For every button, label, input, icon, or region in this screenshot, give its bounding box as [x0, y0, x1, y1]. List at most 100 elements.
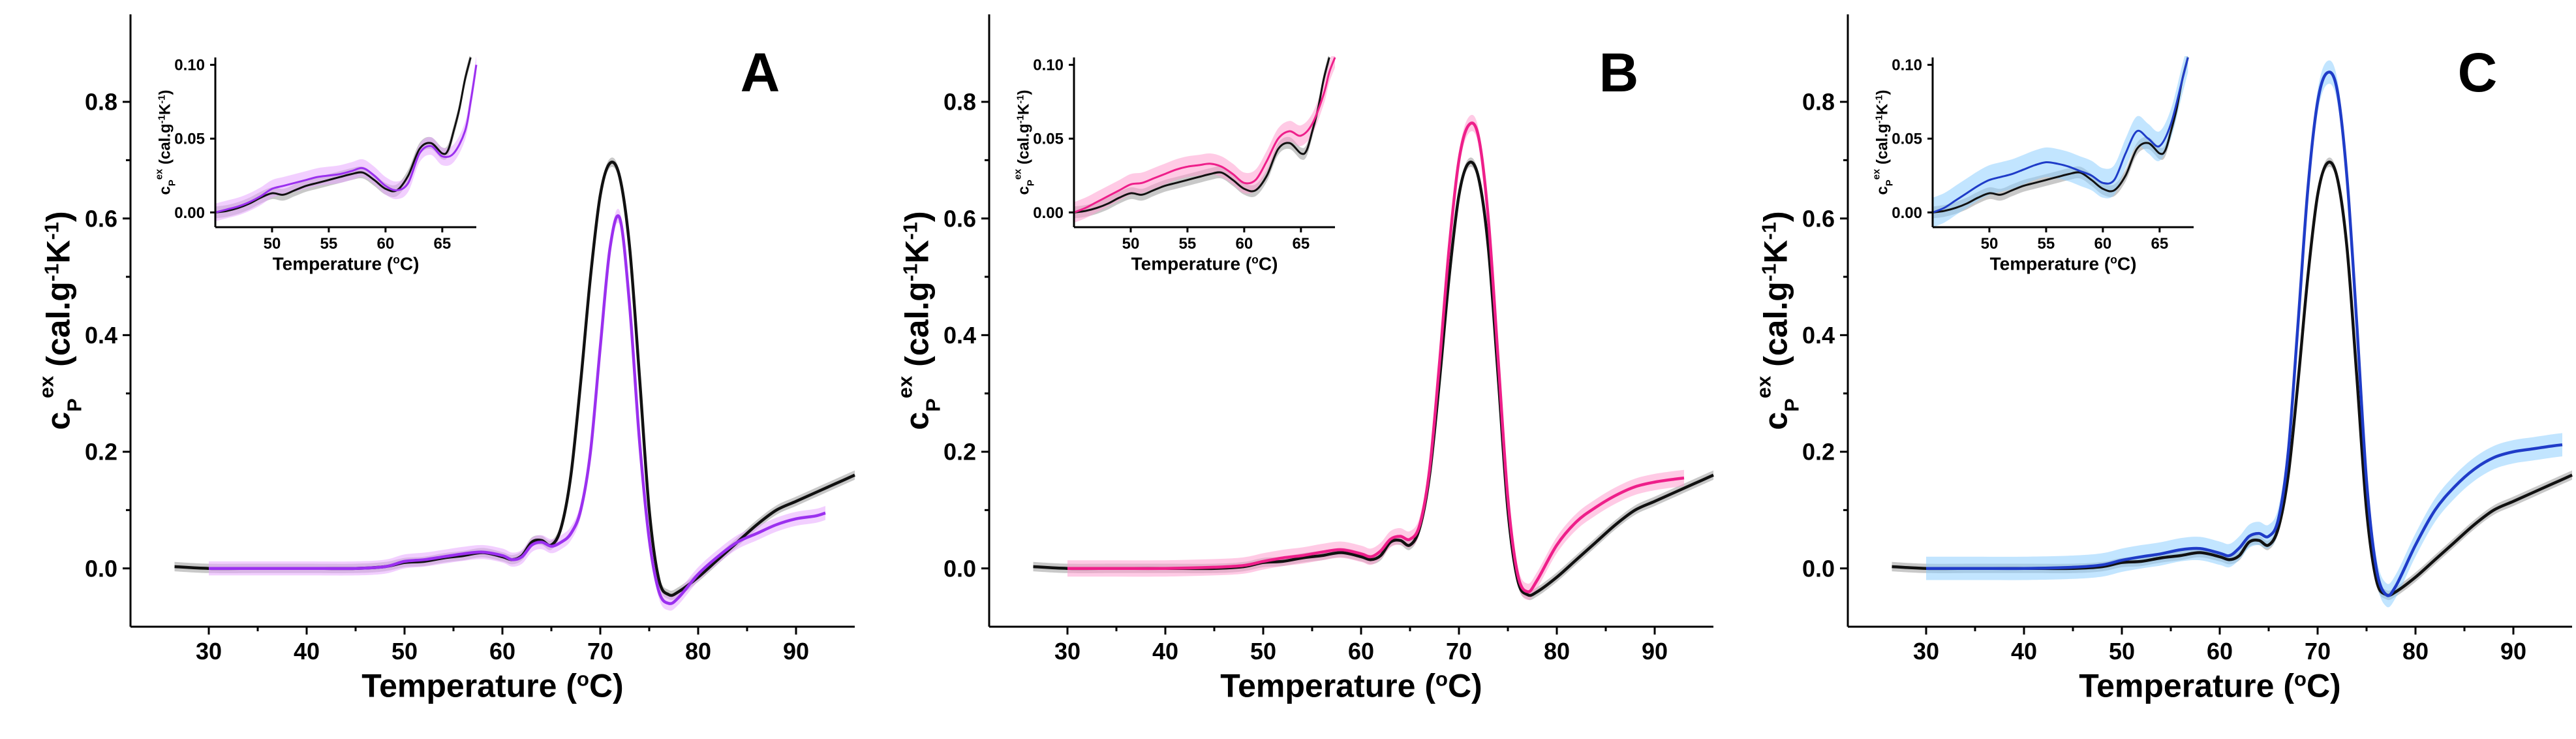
- plot-area: [1033, 114, 1714, 601]
- y-tick-label: 0.0: [85, 555, 117, 582]
- plot-area: [1892, 60, 2573, 608]
- confidence-band-sample-C: [1926, 60, 2562, 608]
- x-tick-label: 70: [1446, 638, 1472, 665]
- panel-a: 30 40 50 60 70 80 90 0.0 0.2 0.4 0.6 0.8 Temperature…: [35, 14, 855, 704]
- y-tick-label: 0.2: [85, 439, 117, 465]
- x-tick-label: 55: [320, 235, 338, 253]
- plot-area: [174, 157, 855, 611]
- y-tick-label: 0.6: [943, 205, 976, 232]
- x-tick-label: 50: [2109, 638, 2135, 665]
- y-axis-title: cPex (cal.g-1K-1): [35, 211, 85, 430]
- x-tick-label: 30: [1054, 638, 1081, 665]
- series-line-reference: [174, 161, 855, 597]
- y-tick-label: 0.6: [1802, 205, 1835, 232]
- x-tick-label: 90: [2500, 638, 2526, 665]
- x-tick-label: 65: [2151, 235, 2168, 253]
- y-axis-title: cPex (cal.g-1K-1): [1871, 90, 1895, 195]
- series-line-sample-A: [215, 65, 478, 213]
- x-tick-label: 55: [2038, 235, 2055, 253]
- y-tick-label: 0.00: [1892, 204, 1922, 222]
- series-line-reference: [1892, 161, 2573, 597]
- x-tick-label: 60: [2207, 638, 2233, 665]
- x-tick-label: 80: [685, 638, 711, 665]
- x-tick-label: 30: [1913, 638, 1939, 665]
- y-tick-label: 0.05: [1033, 131, 1064, 148]
- x-axis-title: Temperature (oC): [2079, 667, 2340, 704]
- y-tick-label: 0.2: [1802, 439, 1835, 465]
- y-tick-label: 0.00: [174, 204, 205, 222]
- y-tick-label: 0.6: [85, 205, 117, 232]
- series-line-reference: [1074, 57, 1330, 213]
- x-tick-label: 65: [1292, 235, 1310, 253]
- series-line-sample-C: [1933, 57, 2189, 213]
- panel-c: 30 40 50 60 70 80 90 0.0 0.2 0.4 0.6 0.8 Temperature…: [1753, 14, 2573, 704]
- x-tick-label: 60: [489, 638, 515, 665]
- y-axis-title: cPex (cal.g-1K-1): [1753, 211, 1803, 430]
- y-tick-label: 0.8: [1802, 89, 1835, 116]
- panel-letter: C: [2458, 42, 2498, 103]
- series-line-sample-A: [209, 214, 826, 605]
- inset-plot-area: [215, 56, 478, 221]
- y-axis-title: cPex (cal.g-1K-1): [894, 211, 944, 430]
- y-tick-label: 0.2: [943, 439, 976, 465]
- y-axis-title: cPex (cal.g-1K-1): [154, 90, 177, 195]
- x-tick-label: 40: [1152, 638, 1178, 665]
- panel-b: 30 40 50 60 70 80 90 0.0 0.2 0.4 0.6 0.8 Temperature…: [894, 14, 1714, 704]
- y-tick-label: 0.05: [1892, 131, 1922, 148]
- y-axis-title: cPex (cal.g-1K-1): [1013, 90, 1036, 195]
- x-tick-label: 30: [196, 638, 222, 665]
- x-tick-label: 60: [377, 235, 395, 253]
- y-tick-label: 0.0: [943, 555, 976, 582]
- x-tick-label: 40: [2011, 638, 2037, 665]
- x-tick-label: 40: [294, 638, 320, 665]
- y-tick-label: 0.0: [1802, 555, 1835, 582]
- y-tick-label: 0.8: [943, 89, 976, 116]
- x-axis-title: Temperature (oC): [273, 253, 420, 274]
- x-tick-label: 70: [2305, 638, 2331, 665]
- series-line-reference: [215, 57, 472, 213]
- series-line-sample-B: [1067, 121, 1685, 593]
- x-tick-label: 55: [1179, 235, 1197, 253]
- confidence-band-sample-C: [1933, 56, 2188, 227]
- x-axis-title: Temperature (oC): [1220, 667, 1482, 704]
- x-tick-label: 80: [1544, 638, 1570, 665]
- x-tick-label: 50: [391, 638, 418, 665]
- x-tick-label: 50: [1981, 235, 1999, 253]
- series-line-reference: [1933, 57, 2189, 213]
- series-line-reference: [1033, 161, 1714, 597]
- confidence-band-sample-A: [215, 56, 476, 221]
- x-tick-label: 90: [1642, 638, 1668, 665]
- series-line-sample-C: [1926, 71, 2563, 597]
- y-tick-label: 0.10: [1033, 57, 1064, 74]
- inset-plot-area: [1074, 56, 1336, 223]
- x-axis-title: Temperature (oC): [1131, 253, 1278, 274]
- x-tick-label: 60: [2094, 235, 2112, 253]
- x-axis-title: Temperature (oC): [1990, 253, 2137, 274]
- confidence-band-reference: [1033, 157, 1713, 601]
- x-tick-label: 60: [1348, 638, 1374, 665]
- x-tick-label: 60: [1236, 235, 1253, 253]
- confidence-band-sample-B: [1074, 56, 1335, 223]
- inset-plot-area: [1933, 56, 2189, 227]
- confidence-band-reference: [1892, 157, 2572, 601]
- x-tick-label: 50: [1250, 638, 1276, 665]
- y-tick-label: 0.10: [1892, 57, 1922, 74]
- x-tick-label: 50: [1122, 235, 1140, 253]
- x-tick-label: 80: [2402, 638, 2429, 665]
- y-tick-label: 0.05: [174, 131, 205, 148]
- y-tick-label: 0.10: [174, 57, 205, 74]
- inset-chart: 50 55 60 65 0.00 0.05 0.10 Temperature (oC) cPex…: [154, 56, 478, 274]
- y-tick-label: 0.4: [85, 322, 117, 349]
- y-tick-label: 0.8: [85, 89, 117, 116]
- inset-chart: 50 55 60 65 0.00 0.05 0.10 Temperature (oC) cPex…: [1871, 56, 2194, 274]
- y-tick-label: 0.00: [1033, 204, 1064, 222]
- y-tick-label: 0.4: [943, 322, 976, 349]
- panel-letter: A: [741, 42, 780, 103]
- confidence-band-sample-A: [209, 208, 825, 611]
- x-tick-label: 90: [783, 638, 809, 665]
- x-tick-label: 65: [433, 235, 451, 253]
- panel-letter: B: [1599, 42, 1639, 103]
- inset-chart: 50 55 60 65 0.00 0.05 0.10 Temperature (oC) cPex…: [1013, 56, 1336, 274]
- x-tick-label: 50: [264, 235, 281, 253]
